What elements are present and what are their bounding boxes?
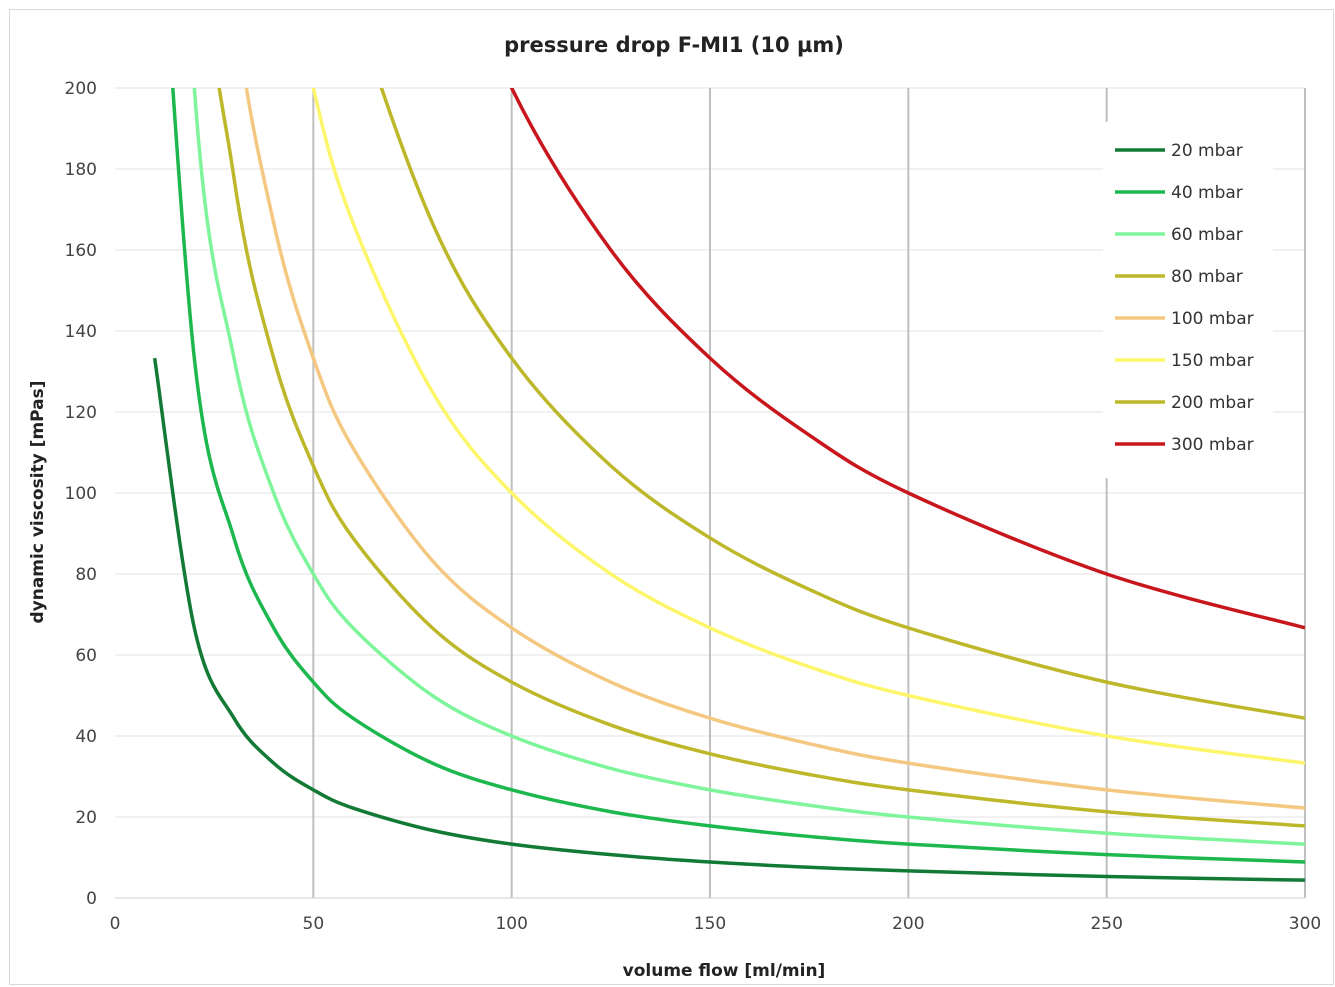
legend-entry: 100 mbar: [1171, 309, 1254, 329]
legend-entry: 300 mbar: [1171, 435, 1254, 455]
y-tick-label: 200: [65, 79, 97, 99]
x-axis-label: volume flow [ml/min]: [623, 961, 826, 981]
y-tick-label: 60: [75, 646, 97, 666]
series-line-0: [152, 357, 1305, 882]
x-tick-label: 50: [303, 914, 325, 934]
legend: 20 mbar 40 mbar 60 mbar 80 mbar 100 mbar 150 …: [1103, 122, 1273, 478]
series-line-1: [171, 88, 1305, 864]
series-line-6: [379, 88, 1305, 720]
x-tick-label: 150: [694, 914, 726, 934]
x-tick-label: 0: [110, 914, 121, 934]
chart-frame: pressure drop F-MI1 (10 µm) 0 50 100 150 200…: [9, 9, 1334, 985]
chart-svg: pressure drop F-MI1 (10 µm) 0 50 100 150 200…: [28, 33, 1322, 981]
legend-entry: 200 mbar: [1171, 393, 1254, 413]
legend-entry: 60 mbar: [1171, 225, 1243, 245]
x-tick-label: 100: [495, 914, 527, 934]
series-line-2: [192, 88, 1305, 846]
x-tick-label: 200: [892, 914, 924, 934]
y-tick-label: 40: [75, 727, 97, 747]
y-tick-label: 120: [65, 403, 97, 423]
legend-entry: 40 mbar: [1171, 183, 1243, 203]
y-tick-label: 140: [65, 322, 97, 342]
legend-box: [1103, 122, 1273, 478]
chart-title: pressure drop F-MI1 (10 µm): [504, 33, 844, 57]
series-line-5: [311, 88, 1305, 765]
series-line-7: [509, 88, 1305, 630]
y-tick-labels: 0 20 40 60 80 100 120 140 160 180 200: [65, 79, 97, 909]
x-tick-labels: 0 50 100 150 200 250 300: [110, 914, 1322, 934]
y-tick-label: 160: [65, 241, 97, 261]
series-line-4: [244, 88, 1305, 810]
series-line-3: [217, 88, 1305, 828]
legend-entry: 80 mbar: [1171, 267, 1243, 287]
y-tick-label: 180: [65, 160, 97, 180]
legend-entry: 20 mbar: [1171, 141, 1243, 161]
y-tick-label: 80: [75, 565, 97, 585]
y-tick-label: 20: [75, 808, 97, 828]
y-axis-label: dynamic viscosity [mPas]: [28, 380, 48, 623]
y-tick-label: 100: [65, 484, 97, 504]
x-tick-label: 300: [1289, 914, 1321, 934]
y-tick-label: 0: [86, 889, 97, 909]
x-tick-label: 250: [1090, 914, 1122, 934]
series-lines: [152, 88, 1305, 882]
legend-entry: 150 mbar: [1171, 351, 1254, 371]
